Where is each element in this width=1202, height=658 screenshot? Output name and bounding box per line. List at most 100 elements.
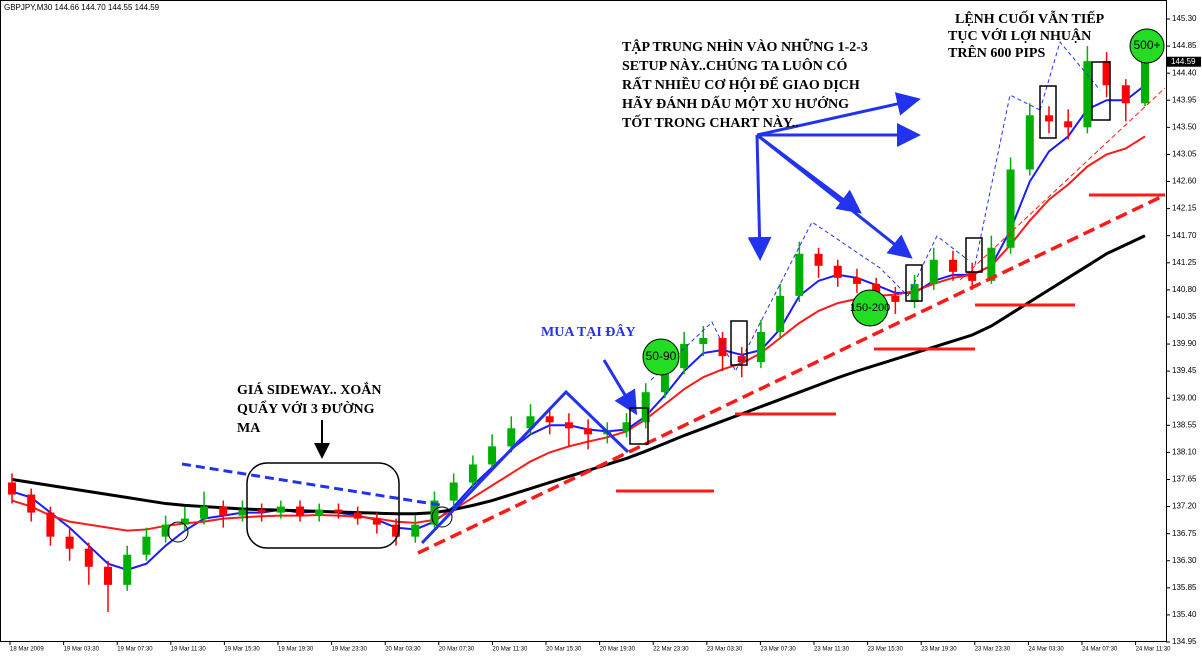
y-tick-label: 142.60 [1172,177,1197,186]
chart-title: GBPJPY,M30 144.66 144.70 144.55 144.59 [4,3,160,12]
candle-body [910,283,919,302]
candle-body [180,518,189,525]
y-tick-label: 139.90 [1172,339,1197,348]
y-tick-label: 141.70 [1172,231,1197,240]
trend-line [181,462,441,507]
candle-body [852,277,861,284]
moving-average [11,234,1146,516]
trend-line [417,193,1166,555]
y-tick-label: 134.95 [1172,637,1197,646]
candle-body [1006,169,1015,248]
target-label: 50-90 [646,349,677,363]
candle-body [353,512,362,519]
x-tick-label: 19 Mar 03:30 [64,647,100,653]
candle-body [756,332,765,363]
candle-body [833,265,842,278]
last-price-box [1167,56,1201,67]
y-tick-label: 135.40 [1172,610,1197,619]
x-tick-label: 19 Mar 11:30 [171,647,207,653]
note: MA [237,421,261,436]
y-tick-label: 136.30 [1172,556,1197,565]
candle-body [1102,61,1111,86]
candle-body [8,482,16,495]
y-tick-label: 141.25 [1172,258,1197,267]
candle-body [372,518,381,525]
y-tick-label: 137.20 [1172,502,1197,511]
candle-body [622,422,631,432]
candle-body [776,295,785,333]
last-price-label: 144.59 [1171,57,1196,66]
x-tick-label: 23 Mar 15:30 [868,647,904,653]
candle-body [968,271,977,281]
note: GIÁ SIDEWAY.. XOẮN [237,381,381,398]
candle-body [65,536,74,549]
candle-body [123,554,132,585]
note: LỆNH CUỐI VẪN TIẾP [955,9,1105,27]
candle-body [814,253,823,266]
x-tick-label: 20 Mar 15:30 [546,647,582,653]
drawings [167,40,1166,555]
candle-body [488,446,497,465]
candle-body [161,524,170,537]
candle-body [104,566,113,585]
x-tick-label: 19 Mar 07:30 [117,647,153,653]
x-tick-label: 19 Mar 15:30 [224,647,260,653]
x-tick-label: 23 Mar 19:30 [921,647,957,653]
y-tick-label: 137.65 [1172,475,1197,484]
candle-body [392,524,401,537]
candle-body [1064,121,1073,128]
note: TỤC VỚI LỢI NHUẬN [948,27,1091,44]
candle-body [987,247,996,281]
candle-body [872,283,881,296]
y-tick-label: 144.40 [1172,68,1197,77]
candle-body [699,338,708,345]
sideway-box [246,462,400,549]
candle-body [411,524,420,537]
candle-body [257,509,266,513]
y-tick-label: 143.50 [1172,122,1197,131]
candle-body [468,464,477,483]
target-badges: 50-90 150-200 500+ [642,28,1165,376]
x-tick-label: 18 Mar 2009 [10,647,44,653]
candle-body [929,259,938,284]
y-tick-label: 143.95 [1172,95,1197,104]
candle-body [718,338,727,357]
candle-body [526,416,535,429]
x-tick-label: 23 Mar 03:30 [707,647,743,653]
x-tick-label: 24 Mar 11:30 [1136,647,1172,653]
candle-body [1121,85,1130,104]
candle-body [1083,61,1092,128]
candle-body [296,506,305,516]
x-tick-label: 23 Mar 23:30 [975,647,1011,653]
candle-body [276,506,285,513]
note: TẬP TRUNG NHÌN VÀO NHỮNG 1-2-3 [622,37,868,55]
plot-frame [0,0,1167,642]
y-tick-label: 138.55 [1172,420,1197,429]
y-tick-label: 136.75 [1172,529,1197,538]
candle-body [641,392,650,423]
note: SETUP NÀY..CHÚNG TA LUÔN CÓ [622,57,847,74]
candle-body [1044,115,1053,122]
candle-body [200,506,209,519]
candle-body [1141,61,1149,104]
candle-body [315,509,324,516]
x-tick-label: 24 Mar 03:30 [1028,647,1064,653]
y-tick-label: 140.35 [1172,312,1197,321]
candle-body [142,536,151,555]
cross-circle [167,521,189,543]
candle-body [660,368,669,393]
y-tick-label: 143.05 [1172,150,1197,159]
candle-body [795,253,804,296]
candle-body [948,259,957,272]
x-tick-label: 19 Mar 23:30 [332,647,368,653]
note: HÃY ĐÁNH DẤU MỘT XU HƯỚNG [622,94,849,112]
candle-body [507,428,516,447]
y-tick-label: 140.80 [1172,285,1197,294]
trend-line [959,87,1166,281]
candle-body [584,428,593,435]
candle-body [545,416,554,423]
setup-line [420,389,630,545]
note: TRÊN 600 PIPS [948,44,1045,61]
candle-body [238,509,247,516]
candle-body [84,548,93,567]
